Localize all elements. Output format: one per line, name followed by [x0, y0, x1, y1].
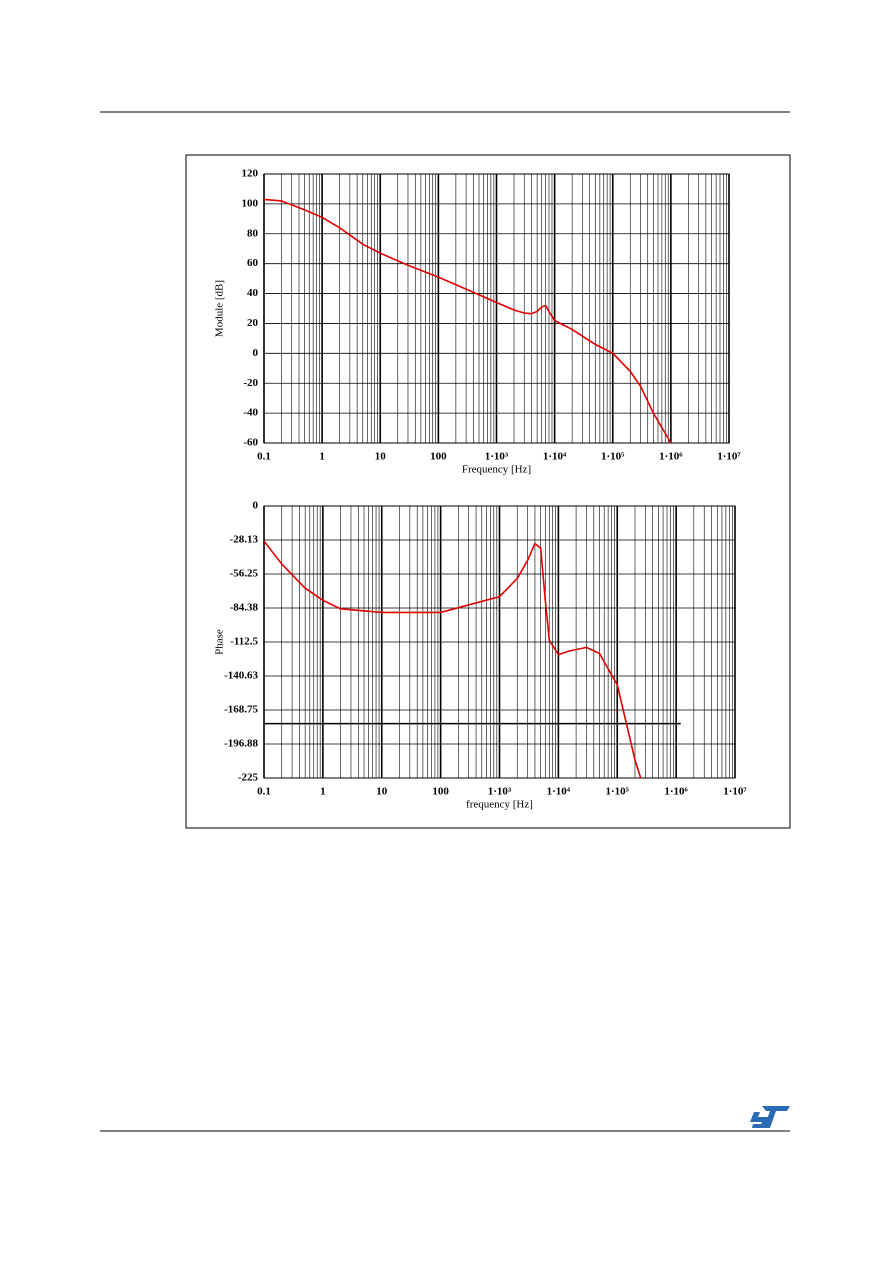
x-tick-label: 1·10³ — [488, 786, 512, 798]
y-axis-label: Phase — [214, 629, 226, 655]
series-line — [264, 198, 672, 443]
y-tick-label: -225 — [238, 772, 259, 784]
y-tick-label: -196.88 — [224, 738, 258, 750]
y-tick-label: 100 — [242, 197, 259, 209]
y-tick-label: -84.38 — [230, 602, 259, 614]
y-tick-label: -28.13 — [230, 534, 259, 546]
x-tick-label: 1·10⁴ — [543, 451, 567, 463]
plot-border — [263, 505, 736, 779]
y-tick-label: -56.25 — [230, 568, 259, 580]
x-tick-label: 1·10⁴ — [547, 786, 571, 798]
st-logo — [750, 1106, 790, 1128]
y-tick-label: -60 — [243, 437, 258, 449]
y-tick-label: -20 — [243, 377, 258, 389]
x-tick-label: 100 — [432, 786, 449, 798]
x-axis-label: Frequency [Hz] — [462, 464, 531, 476]
x-tick-label: 1 — [320, 786, 326, 798]
x-tick-label: 1·10⁷ — [723, 786, 747, 798]
y-tick-label: -112.5 — [230, 636, 258, 648]
y-axis-label: Module [dB] — [214, 280, 226, 337]
x-tick-label: 1·10³ — [485, 451, 509, 463]
x-tick-label: 100 — [430, 451, 447, 463]
x-tick-label: 1·10⁶ — [664, 786, 688, 798]
y-tick-label: 0 — [253, 500, 259, 512]
y-tick-label: 120 — [242, 168, 259, 180]
x-tick-label: 0.1 — [257, 786, 271, 798]
x-tick-label: 1·10⁶ — [659, 451, 683, 463]
x-tick-label: 1 — [319, 451, 325, 463]
y-tick-label: 20 — [247, 317, 259, 329]
series-line — [264, 540, 642, 778]
plot-border — [263, 173, 730, 444]
y-tick-label: 40 — [247, 287, 259, 299]
y-tick-label: -168.75 — [224, 704, 258, 716]
x-tick-label: 10 — [376, 786, 388, 798]
x-tick-label: 10 — [375, 451, 387, 463]
x-tick-label: 1·10⁵ — [606, 786, 630, 798]
x-axis-label: frequency [Hz] — [466, 799, 533, 811]
x-tick-label: 1·10⁵ — [601, 451, 625, 463]
y-tick-label: 60 — [247, 257, 259, 269]
y-tick-label: 80 — [247, 227, 259, 239]
figure-frame — [185, 154, 791, 829]
x-tick-label: 1·10⁷ — [717, 451, 741, 463]
y-tick-label: 0 — [253, 347, 259, 359]
x-tick-label: 0.1 — [257, 451, 271, 463]
y-tick-label: -140.63 — [224, 670, 258, 682]
y-tick-label: -40 — [243, 407, 258, 419]
